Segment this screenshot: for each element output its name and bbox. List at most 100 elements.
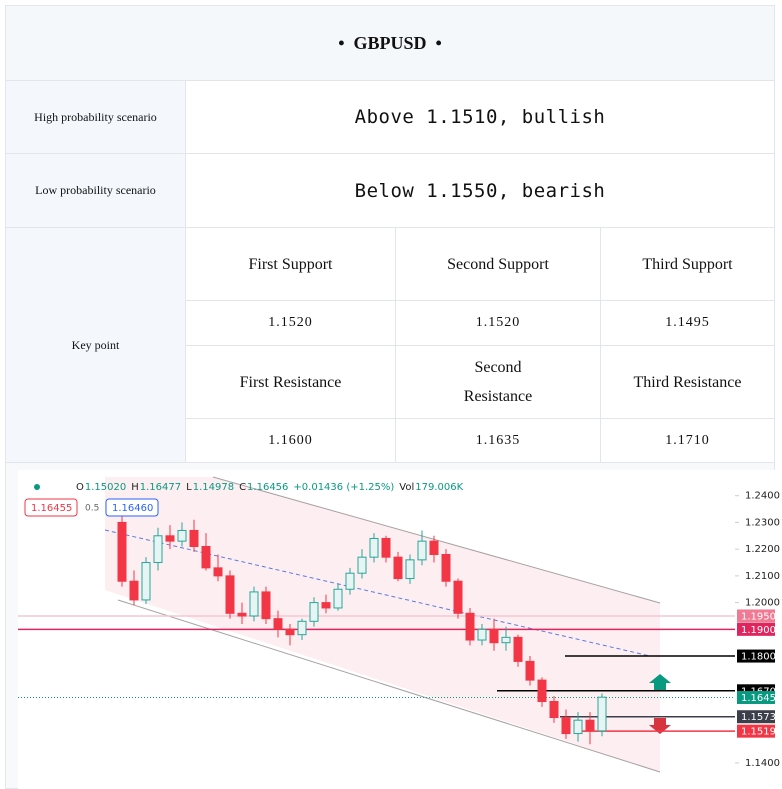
- candle-body: [369, 537, 379, 558]
- price-tag: [737, 690, 775, 704]
- legend-value: 1.14978: [193, 482, 234, 493]
- price-tag: [737, 609, 775, 623]
- legend-key: H: [131, 482, 139, 493]
- header-cell: Third Support: [600, 227, 775, 301]
- arrow-down: [649, 718, 671, 734]
- price-tag-label: 1.1950: [741, 611, 776, 622]
- channel-midline: [104, 529, 651, 657]
- candle-body: [177, 529, 187, 542]
- y-tick-label: 1.2400: [745, 491, 780, 502]
- candle-body: [381, 537, 391, 558]
- value-cell: 1.1600: [185, 418, 396, 463]
- title: • GBPUSD •: [5, 5, 775, 81]
- value-cell: 1.1635: [395, 418, 601, 463]
- header-cell: Third Resistance: [600, 345, 775, 419]
- legend-key: O: [76, 482, 84, 493]
- legend-value: 1.15020: [85, 482, 126, 493]
- candle-body: [345, 572, 355, 590]
- candle-body: [585, 719, 595, 732]
- legend-key: L: [186, 482, 192, 493]
- scenario: Above 1.1510, bullish: [185, 80, 775, 154]
- value-cell: 1.1520: [395, 300, 601, 346]
- candle-body: [321, 602, 331, 609]
- legend-value: +0.01436 (+1.25%): [293, 482, 394, 493]
- price-tag: [737, 710, 775, 724]
- candle-body: [357, 556, 367, 574]
- legend-value: 1.16456: [247, 482, 288, 493]
- bid-box: [24, 498, 78, 517]
- candle-body: [489, 628, 499, 644]
- candle-body: [501, 636, 511, 644]
- value-cell: 1.1710: [600, 418, 775, 463]
- candle-body: [261, 591, 271, 620]
- scenario: Below 1.1550, bearish: [185, 153, 775, 228]
- price-tag: [737, 622, 775, 636]
- header-cell: Second Support: [395, 227, 601, 301]
- candle-body: [549, 700, 559, 719]
- candle-body: [165, 535, 175, 542]
- legend-key: C: [239, 482, 246, 493]
- candle-body: [225, 575, 235, 614]
- candle-body: [309, 602, 319, 622]
- price-tag-label: 1.1573: [741, 712, 776, 723]
- header-cell: First Support: [185, 227, 396, 301]
- price-tag-label: 1.1900: [741, 625, 776, 636]
- chart: 1.2400 1.2300 1.2200 1.2100 1.2000 1.1400 1.19…: [18, 470, 780, 789]
- candle-body: [189, 529, 199, 547]
- bid: 1.16455: [31, 503, 72, 514]
- y-tick-label: 1.2300: [745, 517, 780, 528]
- candle-body: [393, 556, 403, 580]
- value-cell: 1.1495: [600, 300, 775, 346]
- candle-body: [417, 540, 427, 561]
- legend-key: Vol: [399, 482, 414, 493]
- candle-body: [477, 628, 487, 641]
- candle-body: [117, 521, 127, 582]
- price-tag-label: 1.1800: [741, 652, 776, 663]
- row-label: High probability scenario: [5, 80, 186, 154]
- candle-body: [285, 628, 295, 636]
- candle-body: [453, 580, 463, 614]
- value-cell: 1.1520: [185, 300, 396, 346]
- candle-body: [465, 612, 475, 641]
- y-tick-label: 1.2200: [745, 544, 780, 555]
- candle-body: [597, 696, 607, 732]
- header-cell: Second Resistance: [395, 345, 601, 419]
- price-tag: [737, 649, 775, 663]
- candle-body: [537, 679, 547, 702]
- arrow-up: [649, 674, 671, 690]
- candle-body: [213, 567, 223, 577]
- candle-body: [297, 620, 307, 636]
- candle-body: [525, 660, 535, 681]
- candle-body: [273, 618, 283, 630]
- ask-box: [105, 498, 159, 517]
- candle-body: [249, 591, 259, 617]
- channel-line: [212, 476, 661, 604]
- legend-value: 179.006K: [415, 482, 463, 493]
- candle-body: [237, 612, 247, 617]
- y-tick-label: 1.2000: [745, 598, 780, 609]
- price-tag-label: 1.1645: [741, 693, 776, 704]
- channel-fill: [105, 477, 660, 772]
- y-tick-label: 1.2100: [745, 571, 780, 582]
- candle-body: [561, 717, 571, 735]
- status-dot: [34, 484, 40, 490]
- candle-body: [429, 540, 439, 556]
- candle-body: [333, 588, 343, 609]
- price-tag: [737, 724, 775, 738]
- row-label: Key point: [5, 227, 186, 463]
- price-tag-label: 1.1519: [741, 727, 776, 738]
- candle-body: [573, 719, 583, 735]
- candle-body: [513, 636, 523, 662]
- spread: 0.5: [85, 504, 99, 514]
- ask: 1.16460: [112, 503, 153, 514]
- candle-body: [153, 535, 163, 564]
- candle-body: [129, 580, 139, 601]
- candle-body: [405, 559, 415, 580]
- candle-body: [141, 562, 151, 601]
- candle-body: [441, 554, 451, 582]
- candle-body: [201, 545, 211, 569]
- row-label: Low probability scenario: [5, 153, 186, 228]
- header-cell: First Resistance: [185, 345, 396, 419]
- legend-value: 1.16477: [140, 482, 181, 493]
